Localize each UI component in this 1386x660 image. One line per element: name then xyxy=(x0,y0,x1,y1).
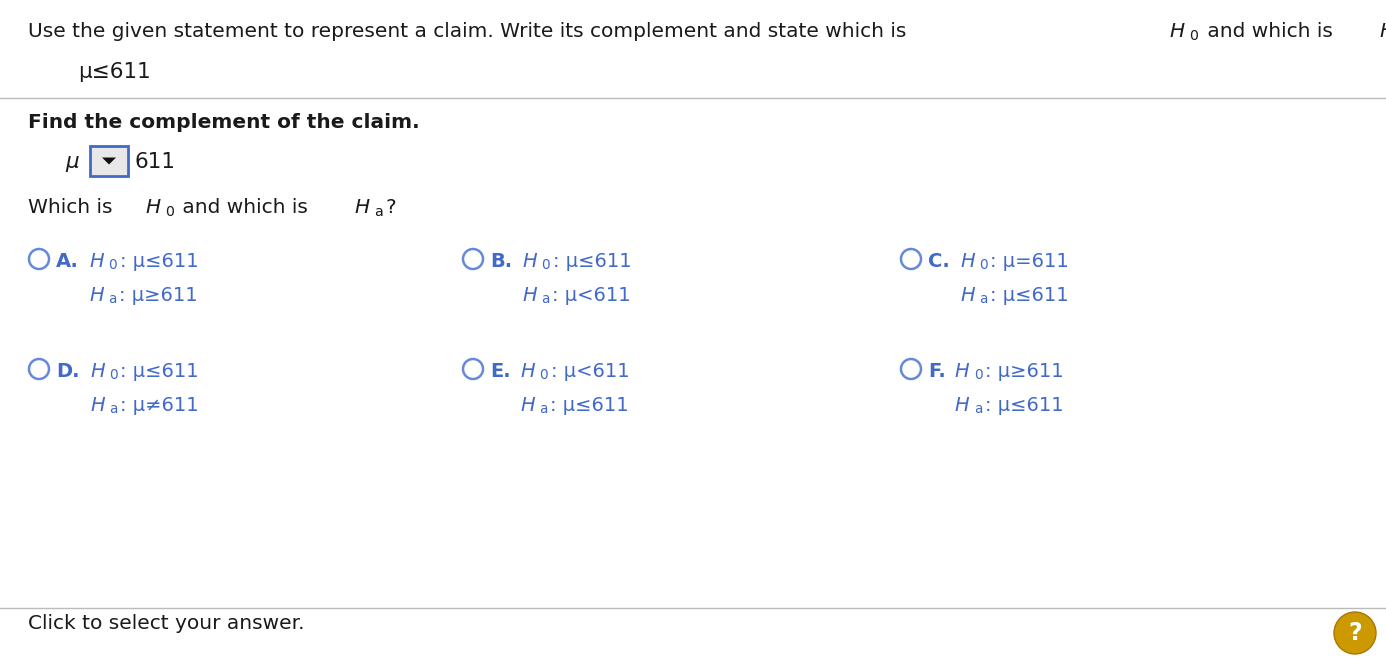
Text: Click to select your answer.: Click to select your answer. xyxy=(28,614,305,633)
Text: D.: D. xyxy=(55,362,79,381)
Text: H: H xyxy=(355,198,370,217)
Text: : μ≤611: : μ≤611 xyxy=(553,252,631,271)
Circle shape xyxy=(1333,612,1376,654)
Text: H: H xyxy=(90,396,105,415)
Text: a: a xyxy=(974,403,983,416)
FancyBboxPatch shape xyxy=(91,147,128,175)
Text: E.: E. xyxy=(491,362,510,381)
Text: C.: C. xyxy=(929,252,949,271)
Text: H: H xyxy=(1170,22,1185,41)
Text: H: H xyxy=(523,252,538,271)
Text: : μ=611: : μ=611 xyxy=(990,252,1069,271)
Text: H: H xyxy=(90,286,104,305)
Text: a: a xyxy=(542,292,550,306)
Text: : μ≤611: : μ≤611 xyxy=(550,396,629,415)
Polygon shape xyxy=(103,158,116,164)
Text: 611: 611 xyxy=(134,152,175,172)
Text: F.: F. xyxy=(929,362,945,381)
Text: a: a xyxy=(374,205,383,218)
Text: 0: 0 xyxy=(542,258,550,273)
Text: 0: 0 xyxy=(1189,28,1198,42)
Text: H: H xyxy=(960,252,974,271)
Text: ?: ? xyxy=(385,198,396,217)
Text: : μ≠611: : μ≠611 xyxy=(121,396,198,415)
Text: 0: 0 xyxy=(108,258,116,273)
Text: H: H xyxy=(955,362,970,381)
Text: : μ≤611: : μ≤611 xyxy=(119,252,198,271)
Text: H: H xyxy=(521,362,535,381)
Text: H: H xyxy=(90,362,105,381)
Text: 0: 0 xyxy=(974,368,983,382)
Text: H: H xyxy=(960,286,974,305)
Text: : μ≥611: : μ≥611 xyxy=(119,286,198,305)
Text: H: H xyxy=(90,252,104,271)
Text: μ: μ xyxy=(65,152,79,172)
Text: : μ≤611: : μ≤611 xyxy=(121,362,200,381)
Text: a: a xyxy=(109,403,118,416)
Text: a: a xyxy=(979,292,987,306)
Text: : μ<611: : μ<611 xyxy=(550,362,629,381)
Text: H: H xyxy=(955,396,970,415)
Text: Use the given statement to represent a claim. Write its complement and state whi: Use the given statement to represent a c… xyxy=(28,22,913,41)
Text: 0: 0 xyxy=(165,205,173,218)
Text: A.: A. xyxy=(55,252,79,271)
Text: a: a xyxy=(108,292,116,306)
Text: H: H xyxy=(1379,22,1386,41)
Text: H: H xyxy=(146,198,161,217)
Text: ?: ? xyxy=(1349,621,1362,645)
Text: μ≤611: μ≤611 xyxy=(78,62,151,82)
Text: and which is: and which is xyxy=(1200,22,1339,41)
Text: 0: 0 xyxy=(539,368,547,382)
Text: a: a xyxy=(539,403,547,416)
Text: : μ<611: : μ<611 xyxy=(552,286,631,305)
Text: : μ≤611: : μ≤611 xyxy=(990,286,1069,305)
Text: : μ≤611: : μ≤611 xyxy=(984,396,1063,415)
Text: B.: B. xyxy=(491,252,511,271)
Text: Which is: Which is xyxy=(28,198,119,217)
Text: H: H xyxy=(523,286,538,305)
Text: 0: 0 xyxy=(109,368,118,382)
Text: 0: 0 xyxy=(979,258,988,273)
Text: and which is: and which is xyxy=(176,198,315,217)
Text: : μ≥611: : μ≥611 xyxy=(985,362,1063,381)
Text: Find the complement of the claim.: Find the complement of the claim. xyxy=(28,113,420,132)
Text: H: H xyxy=(521,396,535,415)
